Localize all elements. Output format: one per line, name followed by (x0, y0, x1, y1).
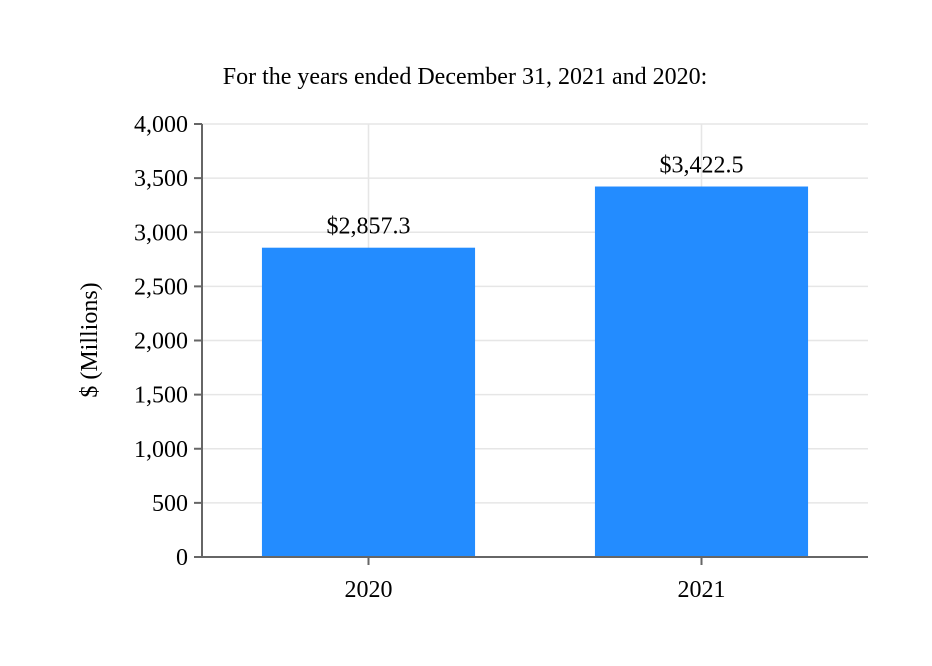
y-tick-label: 2,000 (134, 329, 188, 355)
bar-2021 (594, 186, 809, 557)
y-tick-label: 2,500 (134, 274, 188, 300)
x-tick-label: 2021 (678, 577, 726, 603)
bars (261, 186, 809, 558)
y-tick-label: 1,500 (134, 383, 188, 409)
y-tick-label: 500 (152, 491, 188, 517)
y-tick-label: 0 (176, 545, 188, 571)
y-axis-label: $ (Millions) (77, 282, 103, 397)
axes (194, 123, 868, 565)
x-tick-label: 2020 (345, 577, 393, 603)
y-tick-label: 1,000 (134, 437, 188, 463)
y-tick-label: 4,000 (134, 112, 188, 138)
data-label-2020: $2,857.3 (327, 214, 411, 240)
data-label-2021: $3,422.5 (660, 153, 744, 179)
chart-title: For the years ended December 31, 2021 an… (223, 64, 708, 90)
y-tick-label: 3,000 (134, 220, 188, 246)
y-tick-label: 3,500 (134, 166, 188, 192)
labels: 0 500 1,000 1,500 2,000 2,500 3,000 3,500 4,000 $… (134, 112, 744, 603)
bar-2020 (261, 247, 476, 558)
